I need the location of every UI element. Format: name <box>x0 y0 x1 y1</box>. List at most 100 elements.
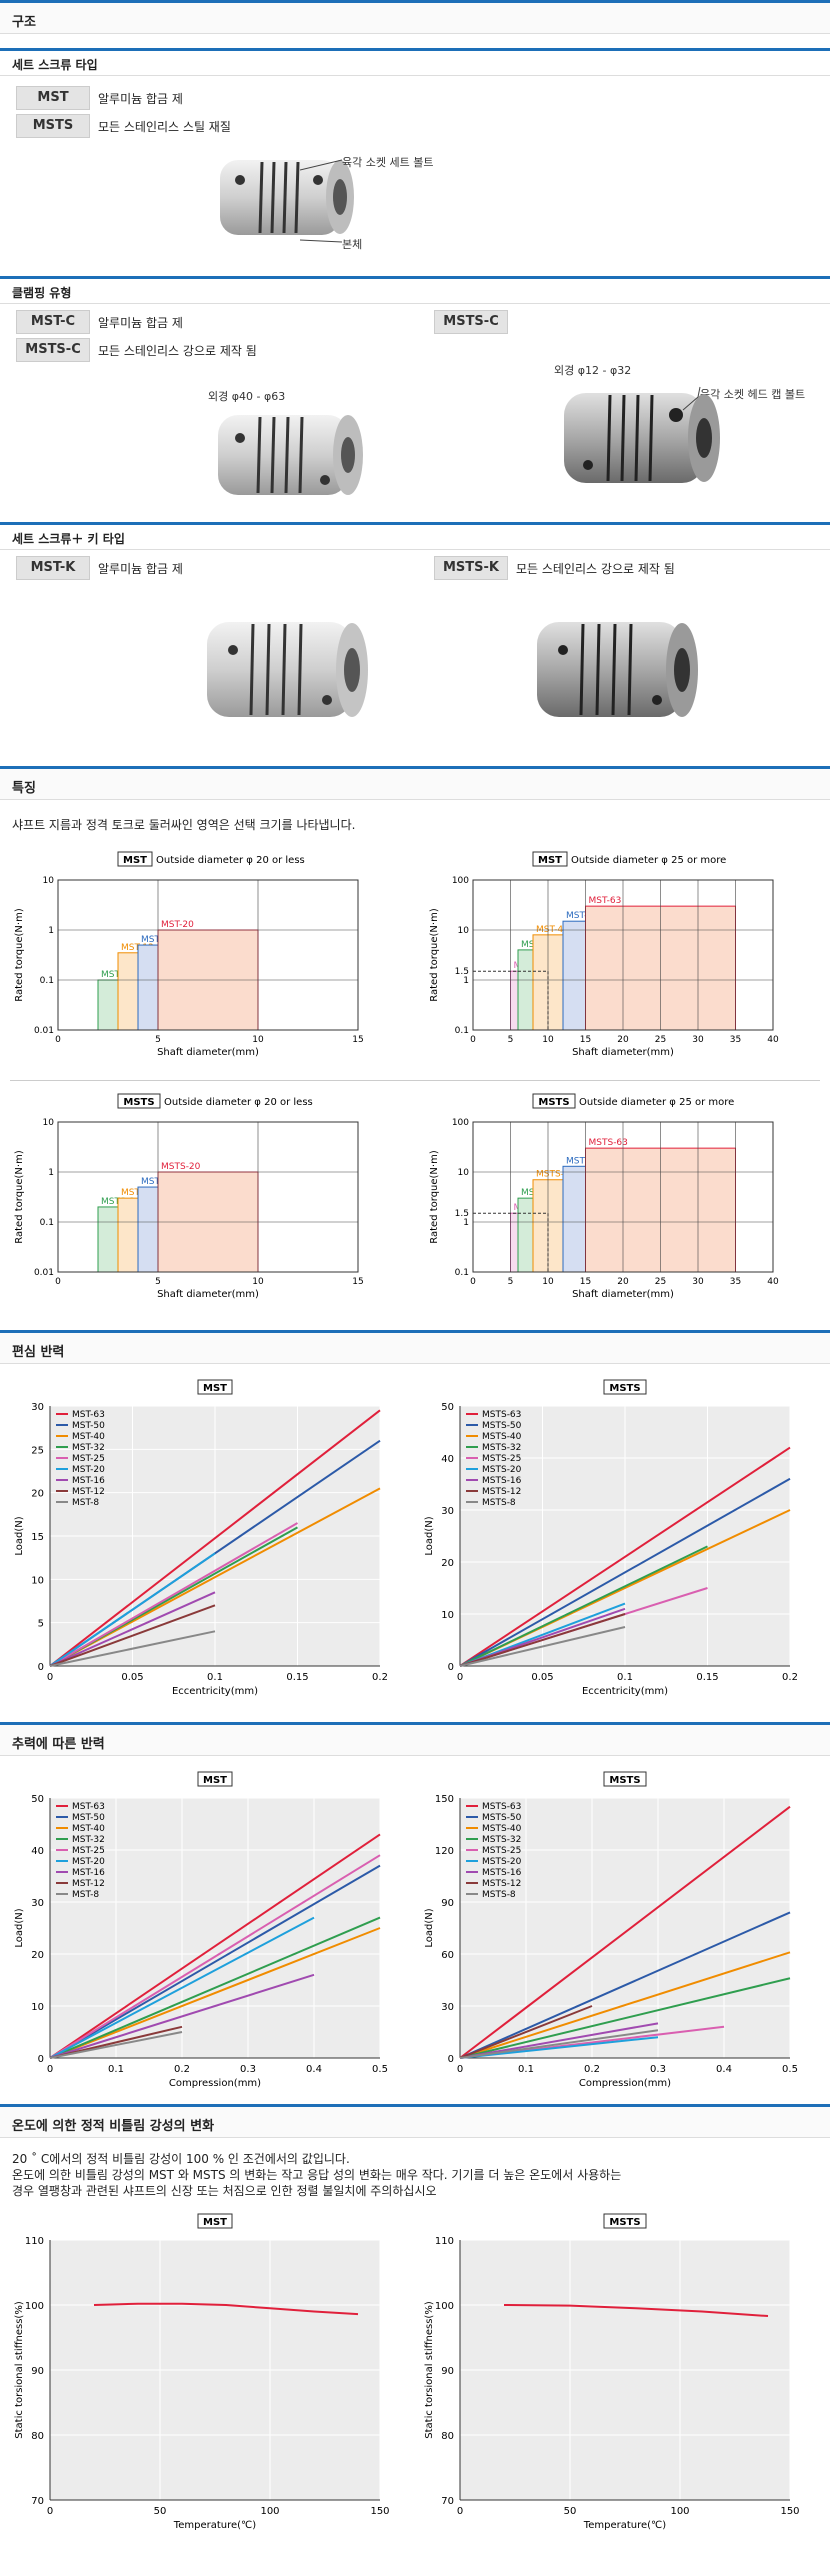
y-tick-label: 15 <box>31 1532 44 1543</box>
y-tick-label: 0.01 <box>34 1026 54 1036</box>
x-tick-label: 0 <box>47 2506 53 2517</box>
y-tick-label: 10 <box>31 1575 44 1586</box>
structure-title: 구조 <box>12 15 36 30</box>
legend-label: MSTS-12 <box>482 1879 521 1889</box>
y-tick-label: 0.01 <box>34 1268 54 1278</box>
y-tick-label: 40 <box>31 1846 44 1857</box>
series-line-msts-40 <box>459 1951 791 2059</box>
y-tick-label: 60 <box>441 1950 454 1961</box>
temperature-chart-mst: MST 0 50 100 150 70 80 90 100 110 Temperature(℃) St… <box>14 2213 390 2531</box>
x-tick-label: 0.5 <box>782 2064 798 2075</box>
x-tick-label: 50 <box>154 2506 167 2517</box>
y-tick-label: 1 <box>48 926 54 936</box>
legend-label: MSTS-40 <box>482 1824 522 1834</box>
y-tick-label: 0 <box>38 1662 44 1673</box>
x-tick-label: 0 <box>47 2064 53 2075</box>
legend-label: MSTS-8 <box>482 1498 516 1508</box>
x-tick-label: 0.2 <box>174 2064 190 2075</box>
setscrew-header: 세트 스크류 타입 <box>0 48 830 76</box>
region-label: MST-63 <box>589 896 622 906</box>
x-tick-label: 10 <box>542 1277 554 1287</box>
x-tick-label: 15 <box>352 1277 363 1287</box>
chart-title-badge-box <box>532 851 568 867</box>
y-tick-label: 1 <box>463 976 469 986</box>
x-tick-label: 20 <box>617 1035 629 1045</box>
features-note: 샤프트 지름과 정격 토크로 둘러싸인 영역은 선택 크기를 나타냅니다. <box>12 818 356 832</box>
legend-label: MST-32 <box>72 1835 105 1845</box>
x-tick-label: 35 <box>730 1277 741 1287</box>
legend-label: MSTS-50 <box>482 1813 522 1823</box>
y-tick-label: 90 <box>441 2366 454 2377</box>
temperature-note-1: 20 ˚ C에서의 정적 비틀림 강성이 100 % 인 조건에서의 값입니다. <box>12 2152 350 2166</box>
legend-label: MSTS-63 <box>482 1410 521 1420</box>
y-tick-label: 10 <box>31 2002 44 2013</box>
plot-frame <box>57 1121 359 1273</box>
x-tick-label: 5 <box>508 1035 514 1045</box>
desc-msts-c: 모든 스테인리스 강으로 제작 됨 <box>98 344 257 358</box>
series-line-mst-25 <box>49 1522 299 1667</box>
legend-label: MST-63 <box>72 1410 105 1420</box>
chart-title-badge-box <box>532 1093 576 1109</box>
torque-chart-mst-small: MST Outside diameter φ 20 or less MST-8 MST… <box>14 851 364 1058</box>
y-axis-label: Rated torque(N·m) <box>429 1150 440 1244</box>
legend-label: MSTS-16 <box>482 1868 522 1878</box>
chart-title-box <box>603 1379 647 1395</box>
chart-title: MST <box>203 1775 227 1786</box>
structure-header: 구조 <box>0 0 830 34</box>
chart-title-badge: MSTS <box>538 1097 569 1108</box>
x-axis-label: Temperature(℃) <box>583 2520 666 2531</box>
x-tick-label: 0 <box>55 1277 61 1287</box>
x-tick-label: 0.2 <box>782 1672 798 1683</box>
series-line-mst-20 <box>49 1916 315 2059</box>
chart-title-box <box>603 2213 647 2229</box>
y-tick-label: 40 <box>441 1454 454 1465</box>
x-axis-label: Shaft diameter(mm) <box>572 1289 674 1300</box>
y-tick-label: 0 <box>448 1662 454 1673</box>
x-axis-label: Shaft diameter(mm) <box>157 1289 259 1300</box>
series-line <box>93 2302 359 2316</box>
y-tick-label: 30 <box>31 1898 44 1909</box>
desc-msts: 모든 스테인리스 스틸 재질 <box>98 120 231 134</box>
x-tick-label: 40 <box>767 1277 779 1287</box>
region-label: MSTS-63 <box>589 1138 628 1148</box>
x-tick-label: 0.15 <box>286 1672 308 1683</box>
y-tick-label: 10 <box>441 1610 454 1621</box>
x-tick-label: 0.4 <box>306 2064 322 2075</box>
axial-title: 추력에 따른 반력 <box>12 1737 105 1752</box>
chart-title-badge: MST <box>538 855 562 866</box>
series-line-msts-12 <box>459 1613 626 1667</box>
y-tick-label: 0 <box>448 2054 454 2065</box>
legend-label: MST-16 <box>72 1868 105 1878</box>
eccentric-title: 편심 반력 <box>12 1345 65 1360</box>
x-axis-label: Shaft diameter(mm) <box>572 1047 674 1058</box>
legend-label: MST-12 <box>72 1879 105 1889</box>
callout-body: 본체 <box>342 238 363 251</box>
y-tick-label: 70 <box>31 2496 44 2507</box>
legend-label: MST-8 <box>72 1890 99 1900</box>
key-header: 세트 스크류＋ 키 타입 <box>0 522 830 550</box>
y-tick-label: 20 <box>31 1950 44 1961</box>
chart-title-badge: MSTS <box>123 1097 154 1108</box>
temperature-note-2: 온도에 의한 비틀림 강성의 MST 와 MSTS 의 변화는 작고 응답 성의… <box>12 2168 622 2182</box>
x-tick-label: 150 <box>370 2506 389 2517</box>
chart-title-box <box>197 1379 233 1395</box>
y-tick-label: 0.1 <box>40 976 54 986</box>
y-tick-label: 50 <box>31 1794 44 1805</box>
plot-background <box>50 1798 380 2058</box>
chart-title-box <box>197 1771 233 1787</box>
badge-msts-c-right: MSTS-C <box>434 310 508 334</box>
legend-label: MSTS-20 <box>482 1465 522 1475</box>
badge-mst-c: MST-C <box>16 310 90 334</box>
x-tick-label: 0.2 <box>584 2064 600 2075</box>
x-tick-label: 0.1 <box>108 2064 124 2075</box>
series-line-msts-63 <box>459 1446 791 1667</box>
y-axis-label: Rated torque(N·m) <box>14 908 25 1002</box>
series-line-msts-12 <box>459 2005 593 2059</box>
x-tick-label: 0.05 <box>531 1672 553 1683</box>
axial-header: 추력에 따른 반력 <box>0 1722 830 1756</box>
series-line-msts-32 <box>459 1977 791 2059</box>
y-tick-label: 80 <box>441 2431 454 2442</box>
series-line-mst-20 <box>49 1552 216 1667</box>
